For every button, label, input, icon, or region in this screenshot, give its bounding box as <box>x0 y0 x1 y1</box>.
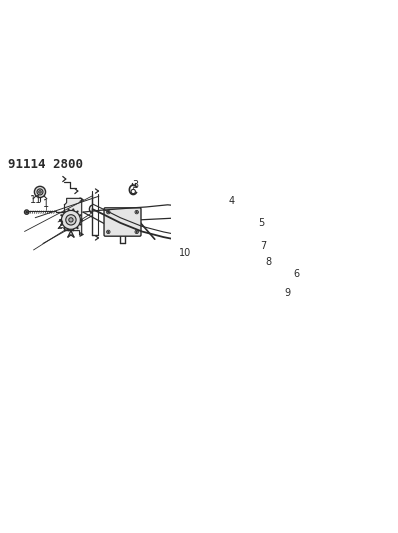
FancyBboxPatch shape <box>104 208 141 236</box>
Circle shape <box>71 211 75 214</box>
Circle shape <box>281 287 286 292</box>
Circle shape <box>135 230 139 233</box>
Text: 3: 3 <box>133 180 139 190</box>
Text: 9: 9 <box>284 288 290 298</box>
Circle shape <box>108 231 109 232</box>
Circle shape <box>135 211 139 214</box>
Text: 4: 4 <box>228 196 234 206</box>
Text: 11: 11 <box>30 195 43 205</box>
Circle shape <box>25 210 29 214</box>
Circle shape <box>226 214 229 217</box>
Text: 2: 2 <box>56 221 62 231</box>
Circle shape <box>136 231 137 232</box>
Circle shape <box>107 211 110 214</box>
Polygon shape <box>64 198 82 235</box>
Circle shape <box>34 187 45 198</box>
Circle shape <box>225 213 231 219</box>
Circle shape <box>37 189 43 195</box>
Circle shape <box>66 215 76 225</box>
Text: 91114 2800: 91114 2800 <box>8 158 83 171</box>
Polygon shape <box>270 241 298 280</box>
Circle shape <box>61 211 80 229</box>
Circle shape <box>252 227 256 231</box>
Text: 5: 5 <box>258 218 264 228</box>
Text: 6: 6 <box>294 269 300 279</box>
Circle shape <box>107 230 110 233</box>
Text: 1: 1 <box>43 199 49 209</box>
Circle shape <box>26 211 27 213</box>
Text: 7: 7 <box>260 241 266 251</box>
Circle shape <box>136 212 137 213</box>
Circle shape <box>108 212 109 213</box>
Text: 8: 8 <box>265 256 272 266</box>
Text: 2: 2 <box>57 221 63 230</box>
Text: 10: 10 <box>179 248 191 258</box>
Circle shape <box>69 217 73 222</box>
Circle shape <box>39 191 41 193</box>
